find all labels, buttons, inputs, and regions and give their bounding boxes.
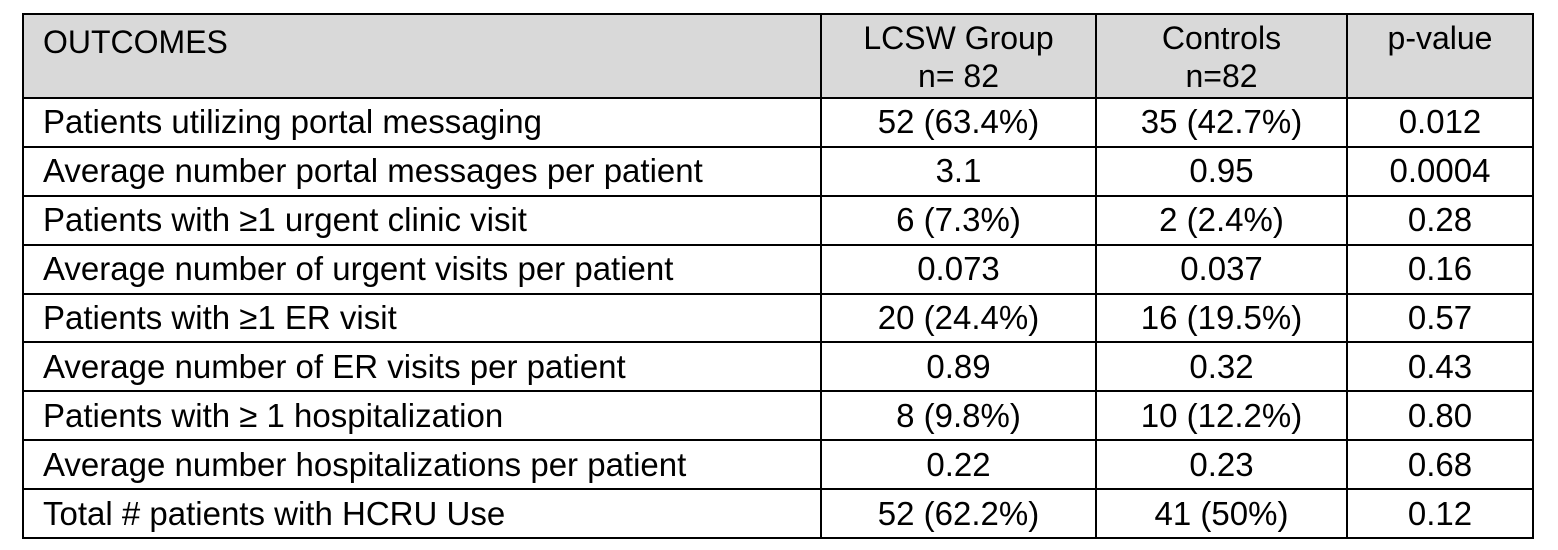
controls-cell: 0.037 xyxy=(1095,243,1348,295)
p-value-cell: 0.012 xyxy=(1346,97,1534,148)
header-lcsw-group-label: LCSW Group xyxy=(863,20,1054,56)
controls-cell: 10 (12.2%) xyxy=(1095,390,1348,442)
p-value-cell: 0.0004 xyxy=(1346,145,1534,197)
p-value-cell: 0.12 xyxy=(1346,488,1534,540)
header-controls: Controls n=82 xyxy=(1095,13,1348,99)
header-lcsw-group-n: n= 82 xyxy=(918,58,999,94)
controls-cell: 16 (19.5%) xyxy=(1095,292,1348,344)
header-controls-label: Controls xyxy=(1161,20,1282,56)
outcome-cell: Patients with ≥1 urgent clinic visit xyxy=(22,194,822,246)
table-row: Average number hospitalizations per pati… xyxy=(22,439,1534,491)
outcome-cell: Average number of ER visits per patient xyxy=(22,341,822,393)
header-controls-n: n=82 xyxy=(1185,58,1258,94)
header-lcsw-group: LCSW Group n= 82 xyxy=(820,13,1097,99)
header-p-value: p-value xyxy=(1346,13,1534,99)
p-value-cell: 0.28 xyxy=(1346,194,1534,246)
lcsw-cell: 8 (9.8%) xyxy=(820,390,1097,442)
table-row: Total # patients with HCRU Use 52 (62.2%… xyxy=(22,488,1534,540)
lcsw-cell: 0.89 xyxy=(820,341,1097,393)
outcome-cell: Patients with ≥1 ER visit xyxy=(22,292,822,344)
header-row: OUTCOMES LCSW Group n= 82 Controls n=82 … xyxy=(22,13,1534,99)
table-row: Average number of urgent visits per pati… xyxy=(22,243,1534,295)
header-outcomes: OUTCOMES xyxy=(22,13,822,99)
p-value-cell: 0.68 xyxy=(1346,439,1534,491)
controls-cell: 0.23 xyxy=(1095,439,1348,491)
p-value-cell: 0.80 xyxy=(1346,390,1534,442)
table-row: Average number portal messages per patie… xyxy=(22,145,1534,197)
table-row: Patients with ≥1 urgent clinic visit 6 (… xyxy=(22,194,1534,246)
lcsw-cell: 20 (24.4%) xyxy=(820,292,1097,344)
lcsw-cell: 3.1 xyxy=(820,145,1097,197)
table-row: Patients with ≥ 1 hospitalization 8 (9.8… xyxy=(22,390,1534,442)
outcome-cell: Total # patients with HCRU Use xyxy=(22,488,822,540)
header-outcomes-label: OUTCOMES xyxy=(43,24,228,60)
table-row: Patients utilizing portal messaging 52 (… xyxy=(22,97,1534,148)
table-row: Patients with ≥1 ER visit 20 (24.4%) 16 … xyxy=(22,292,1534,344)
outcome-cell: Patients utilizing portal messaging xyxy=(22,97,822,148)
outcomes-table: OUTCOMES LCSW Group n= 82 Controls n=82 … xyxy=(22,13,1534,540)
outcome-cell: Average number portal messages per patie… xyxy=(22,145,822,197)
lcsw-cell: 0.22 xyxy=(820,439,1097,491)
outcome-cell: Patients with ≥ 1 hospitalization xyxy=(22,390,822,442)
controls-cell: 41 (50%) xyxy=(1095,488,1348,540)
lcsw-cell: 52 (62.2%) xyxy=(820,488,1097,540)
controls-cell: 0.95 xyxy=(1095,145,1348,197)
p-value-cell: 0.57 xyxy=(1346,292,1534,344)
controls-cell: 35 (42.7%) xyxy=(1095,97,1348,148)
lcsw-cell: 0.073 xyxy=(820,243,1097,295)
header-p-value-label: p-value xyxy=(1387,20,1493,56)
table-row: Average number of ER visits per patient … xyxy=(22,341,1534,393)
lcsw-cell: 6 (7.3%) xyxy=(820,194,1097,246)
lcsw-cell: 52 (63.4%) xyxy=(820,97,1097,148)
controls-cell: 0.32 xyxy=(1095,341,1348,393)
outcome-cell: Average number of urgent visits per pati… xyxy=(22,243,822,295)
outcome-cell: Average number hospitalizations per pati… xyxy=(22,439,822,491)
p-value-cell: 0.43 xyxy=(1346,341,1534,393)
controls-cell: 2 (2.4%) xyxy=(1095,194,1348,246)
p-value-cell: 0.16 xyxy=(1346,243,1534,295)
